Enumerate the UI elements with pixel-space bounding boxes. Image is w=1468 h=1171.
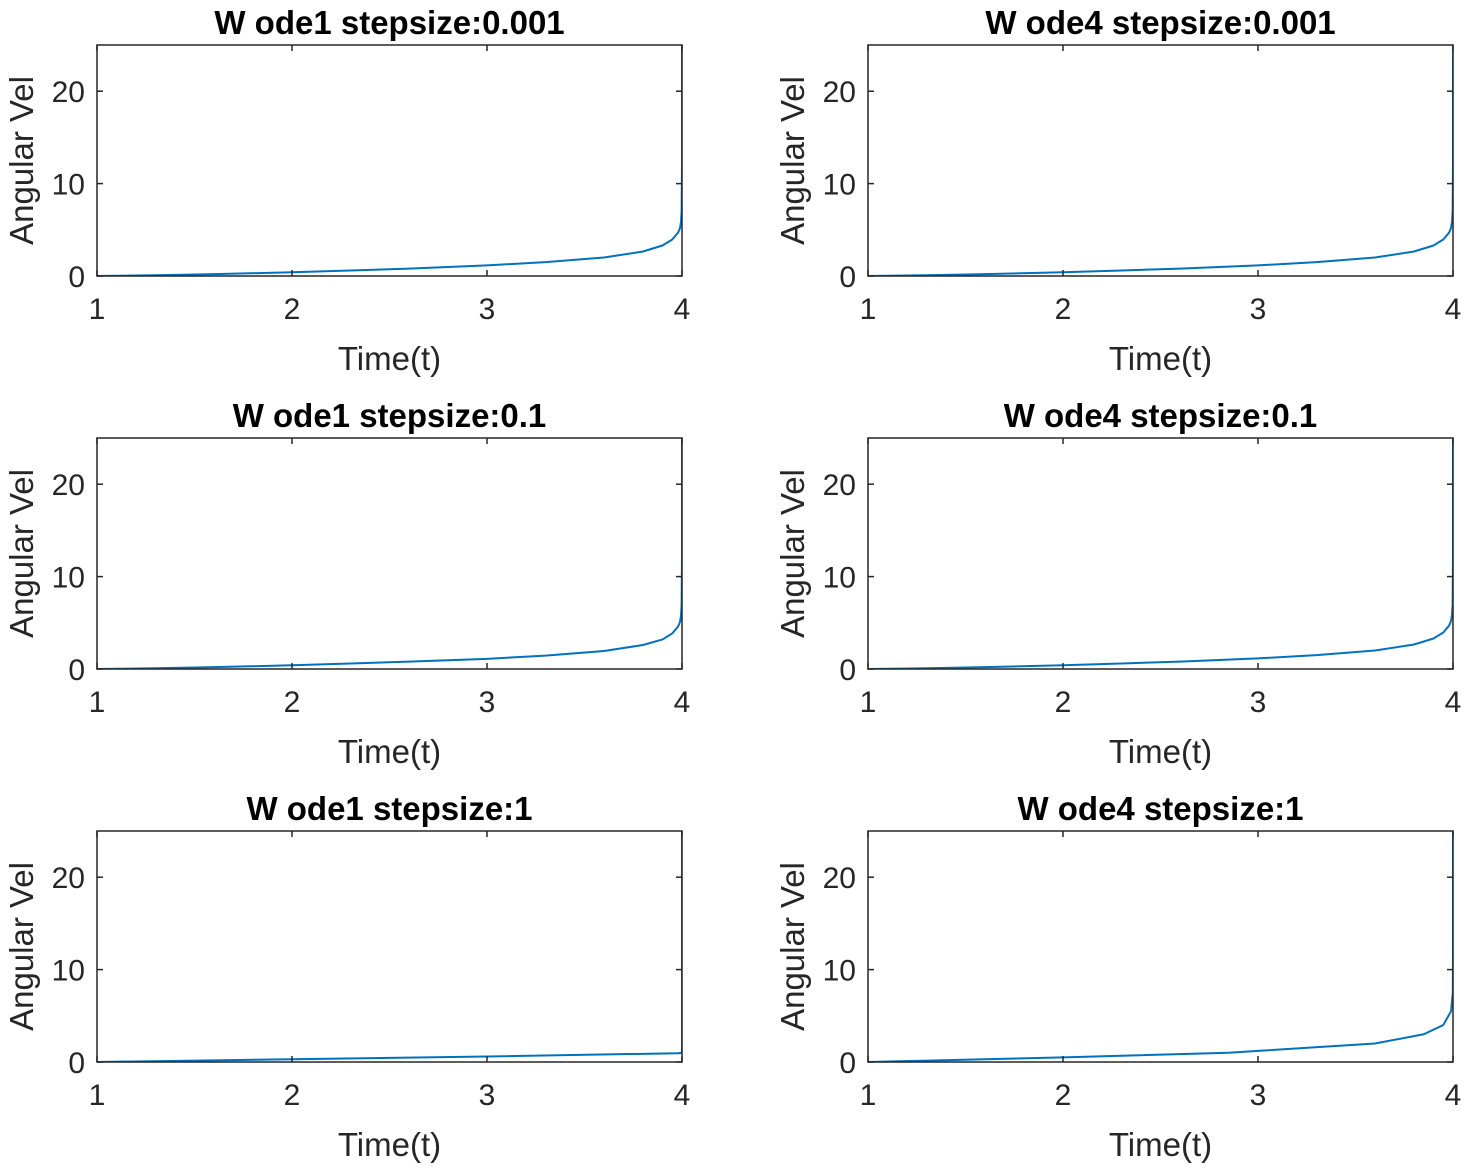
x-tick-label: 4 (674, 686, 691, 719)
subplot-3: W ode1 stepsize:0.1 1 2 3 4 0 10 20 Time(t) Angul… (3, 397, 690, 770)
y-tick-label: 0 (68, 1047, 85, 1080)
x-tick-label: 2 (284, 686, 301, 719)
x-tick-label: 2 (284, 1079, 301, 1112)
subplot-title: W ode4 stepsize:0.001 (985, 4, 1335, 41)
axes-box (96, 44, 683, 277)
x-tick-label: 4 (1445, 1079, 1462, 1112)
x-tick-label: 1 (89, 293, 106, 326)
x-tick-label: 2 (1055, 293, 1072, 326)
x-axis-label: Time(t) (338, 733, 441, 770)
series-line-1 (868, 45, 1453, 276)
x-axis-label: Time(t) (1109, 1126, 1212, 1163)
x-tick-label: 3 (479, 686, 496, 719)
x-tick-label: 1 (860, 293, 877, 326)
x-axis-label: Time(t) (1109, 340, 1212, 377)
y-tick-label: 0 (839, 654, 856, 687)
series-line-1 (97, 45, 682, 276)
y-tick-label: 10 (823, 955, 856, 988)
x-tick-label: 2 (284, 293, 301, 326)
y-tick-label: 10 (823, 562, 856, 595)
y-tick-label: 10 (52, 169, 85, 202)
x-tick-label: 4 (1445, 293, 1462, 326)
y-tick-label: 10 (52, 955, 85, 988)
x-tick-label: 3 (1250, 1079, 1267, 1112)
subplot-title: W ode4 stepsize:1 (1017, 790, 1303, 827)
x-tick-label: 3 (479, 1079, 496, 1112)
y-axis-label: Angular Vel (3, 76, 40, 245)
x-tick-label: 2 (1055, 1079, 1072, 1112)
series-line-1 (97, 438, 682, 669)
x-tick-label: 1 (860, 1079, 877, 1112)
subplot-1: W ode1 stepsize:0.001 1 2 3 4 0 10 20 Time(t) Ang… (3, 4, 690, 377)
y-tick-label: 10 (52, 562, 85, 595)
y-tick-label: 20 (823, 76, 856, 109)
y-tick-label: 0 (839, 261, 856, 294)
subplot-4: W ode4 stepsize:0.1 1 2 3 4 0 10 20 Time(t) Angul… (774, 397, 1461, 770)
subplot-title: W ode1 stepsize:1 (246, 790, 532, 827)
x-tick-label: 4 (674, 1079, 691, 1112)
series-line-1 (97, 831, 682, 1062)
y-tick-label: 10 (823, 169, 856, 202)
axes-box (867, 437, 1454, 670)
axes-box (96, 830, 683, 1063)
x-tick-label: 1 (860, 686, 877, 719)
y-axis-label: Angular Vel (3, 862, 40, 1031)
y-tick-label: 0 (839, 1047, 856, 1080)
subplot-2: W ode4 stepsize:0.001 1 2 3 4 0 10 20 Time(t) Ang… (774, 4, 1461, 377)
y-tick-label: 20 (52, 76, 85, 109)
x-axis-label: Time(t) (1109, 733, 1212, 770)
y-tick-label: 0 (68, 261, 85, 294)
subplot-title: W ode1 stepsize:0.001 (214, 4, 564, 41)
y-tick-label: 0 (68, 654, 85, 687)
y-axis-label: Angular Vel (3, 469, 40, 638)
series-line-1 (868, 438, 1453, 669)
axes-box (867, 44, 1454, 277)
subplot-title: W ode4 stepsize:0.1 (1004, 397, 1318, 434)
y-tick-label: 20 (823, 862, 856, 895)
subplot-title: W ode1 stepsize:0.1 (233, 397, 547, 434)
y-tick-label: 20 (52, 469, 85, 502)
y-axis-label: Angular Vel (774, 76, 811, 245)
subplot-6: W ode4 stepsize:1 1 2 3 4 0 10 20 Time(t) Angular… (774, 790, 1461, 1163)
x-tick-label: 1 (89, 1079, 106, 1112)
x-tick-label: 4 (1445, 686, 1462, 719)
x-axis-label: Time(t) (338, 1126, 441, 1163)
axes-box (867, 830, 1454, 1063)
x-tick-label: 3 (479, 293, 496, 326)
subplot-5: W ode1 stepsize:1 1 2 3 4 0 10 20 Time(t) Angular… (3, 790, 690, 1163)
x-axis-label: Time(t) (338, 340, 441, 377)
x-tick-label: 1 (89, 686, 106, 719)
x-tick-label: 3 (1250, 293, 1267, 326)
axes-box (96, 437, 683, 670)
y-tick-label: 20 (823, 469, 856, 502)
x-tick-label: 4 (674, 293, 691, 326)
x-tick-label: 2 (1055, 686, 1072, 719)
y-axis-label: Angular Vel (774, 469, 811, 638)
y-axis-label: Angular Vel (774, 862, 811, 1031)
x-tick-label: 3 (1250, 686, 1267, 719)
y-tick-label: 20 (52, 862, 85, 895)
series-line-1 (868, 831, 1453, 1062)
